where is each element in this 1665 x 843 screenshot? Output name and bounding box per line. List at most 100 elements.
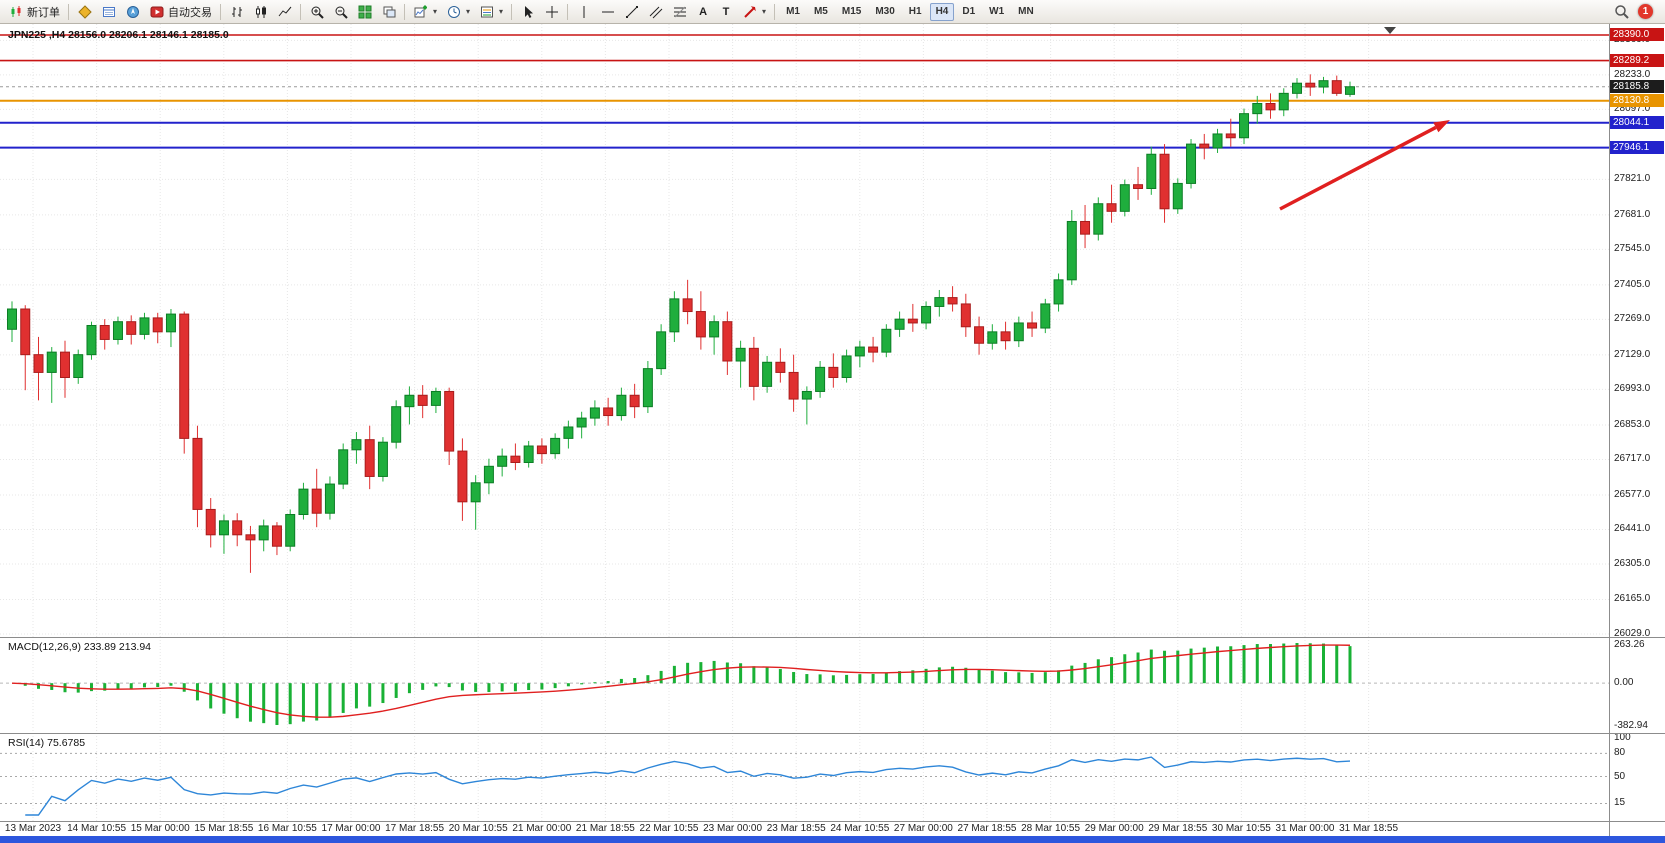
candle [642,368,653,408]
price-badge-28390.0: 28390.0 [1610,28,1664,41]
price-grid-label: 27129.0 [1614,348,1651,360]
candle [603,407,614,417]
candle [510,455,521,463]
autotrading-icon [149,4,164,19]
zoom-out-button[interactable] [329,2,352,22]
tile-windows-button[interactable] [353,2,376,22]
candle [112,321,123,340]
timeframe-button-mn[interactable]: MN [1018,6,1034,17]
price-grid-label: 27545.0 [1614,243,1651,255]
chart-title: JPN225 ,H4 28156.0 28206.1 28146.1 28185… [8,29,229,41]
bar-chart-button[interactable] [225,2,248,22]
time-axis[interactable]: 13 Mar 2023 14 Mar 10:55 15 Mar 00:00 15 Ma… [0,822,1609,836]
search-icon[interactable] [1614,4,1629,19]
candle [1265,103,1276,111]
templates-icon [479,4,494,19]
candle [46,351,57,373]
trendline-icon [624,4,639,19]
cursor-tool-button[interactable] [516,2,539,22]
candle [934,297,945,307]
candle [391,406,402,443]
timeframe-button-w1[interactable]: W1 [989,6,1005,17]
price-grid-label: 26029.0 [1614,628,1651,639]
candle [1146,153,1157,189]
arrow-object-icon [742,4,757,19]
candle [1027,322,1038,329]
candle [1199,143,1210,149]
candle [815,366,826,392]
market-watch-button[interactable] [73,2,96,22]
candle [1239,113,1250,139]
candle [417,394,428,406]
panel-separator[interactable] [0,733,1665,734]
candle [377,441,388,477]
macd-label: MACD(12,26,9) 233.89 213.94 [8,641,151,653]
label-tool-button[interactable]: T [715,2,737,22]
date-label: 14 Mar 10:55 [67,823,127,834]
chart-window: JPN225 ,H4 28156.0 28206.1 28146.1 28185… [0,24,1665,843]
text-tool-button[interactable]: A [692,2,714,22]
candle [165,313,176,333]
candle [1225,133,1236,139]
candle [232,520,243,536]
zoom-in-icon [309,4,324,19]
new-chart-button[interactable]: ▾ [409,2,441,22]
candle [589,407,600,419]
macd-panel[interactable] [0,637,1609,733]
candlestick-chart-button[interactable] [249,2,272,22]
date-label: 27 Mar 18:55 [957,823,1017,834]
rsi-scale-80: 80 [1614,747,1626,759]
channel-tool-button[interactable] [644,2,667,22]
autotrading-button[interactable]: 自动交易 [145,2,216,22]
timeframe-button-h4[interactable]: H4 [929,2,955,21]
timeframe-button-d1[interactable]: D1 [962,6,976,17]
candle [1292,82,1303,94]
cascade-windows-button[interactable] [377,2,400,22]
horizontal-line-icon [600,4,615,19]
candle [285,514,296,547]
price-badge-27946.1: 27946.1 [1610,140,1664,154]
timeframe-button-m15[interactable]: M15 [841,6,862,17]
panel-separator[interactable] [0,637,1665,638]
candle [1013,322,1024,342]
timeframe-button-h1[interactable]: H1 [908,6,922,17]
line-chart-button[interactable] [273,2,296,22]
rsi-panel[interactable] [0,733,1609,821]
navigator-button[interactable] [121,2,144,22]
candle [907,318,918,324]
candle [1212,133,1223,149]
trend-arrow[interactable] [1279,120,1450,211]
templates-button[interactable]: ▾ [475,2,507,22]
candle [841,355,852,379]
timeframe-button-m1[interactable]: M1 [786,6,800,17]
period-button[interactable]: ▾ [442,2,474,22]
candle [1093,203,1104,235]
price-chart-panel[interactable] [0,24,1609,637]
candle [947,297,958,305]
zoom-in-button[interactable] [305,2,328,22]
notification-badge[interactable]: 1 [1638,4,1653,19]
bottom-window-strip [0,836,1665,843]
trendline-tool-button[interactable] [620,2,643,22]
data-window-button[interactable] [97,2,120,22]
timeframe-button-m30[interactable]: M30 [875,6,895,17]
candle [192,437,203,510]
arrows-tool-button[interactable]: ▾ [738,2,770,22]
candle [1000,331,1011,342]
chevron-down-icon: ▾ [466,7,471,16]
crosshair-tool-button[interactable] [540,2,563,22]
horizontal-line-tool-button[interactable] [596,2,619,22]
candle [351,439,362,451]
candle [470,482,481,503]
data-window-icon [101,4,116,19]
vertical-line-tool-button[interactable] [572,2,595,22]
fibonacci-tool-button[interactable] [668,2,691,22]
price-axis[interactable]: 28369.028233.028097.027821.027681.027545… [1609,24,1665,837]
candle [59,351,70,379]
timeframe-button-m5[interactable]: M5 [813,6,828,17]
new-order-button[interactable]: 新订单 [4,2,64,22]
candle [152,317,163,333]
candle [921,305,932,324]
date-label: 31 Mar 18:55 [1339,823,1399,834]
candle [364,439,375,477]
